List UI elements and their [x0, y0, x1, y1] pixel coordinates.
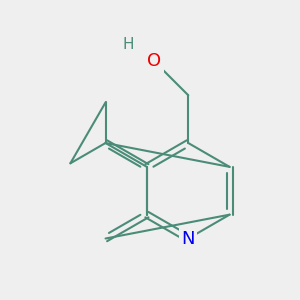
Text: N: N — [182, 230, 195, 247]
Text: O: O — [147, 52, 162, 70]
Text: H: H — [122, 37, 134, 52]
